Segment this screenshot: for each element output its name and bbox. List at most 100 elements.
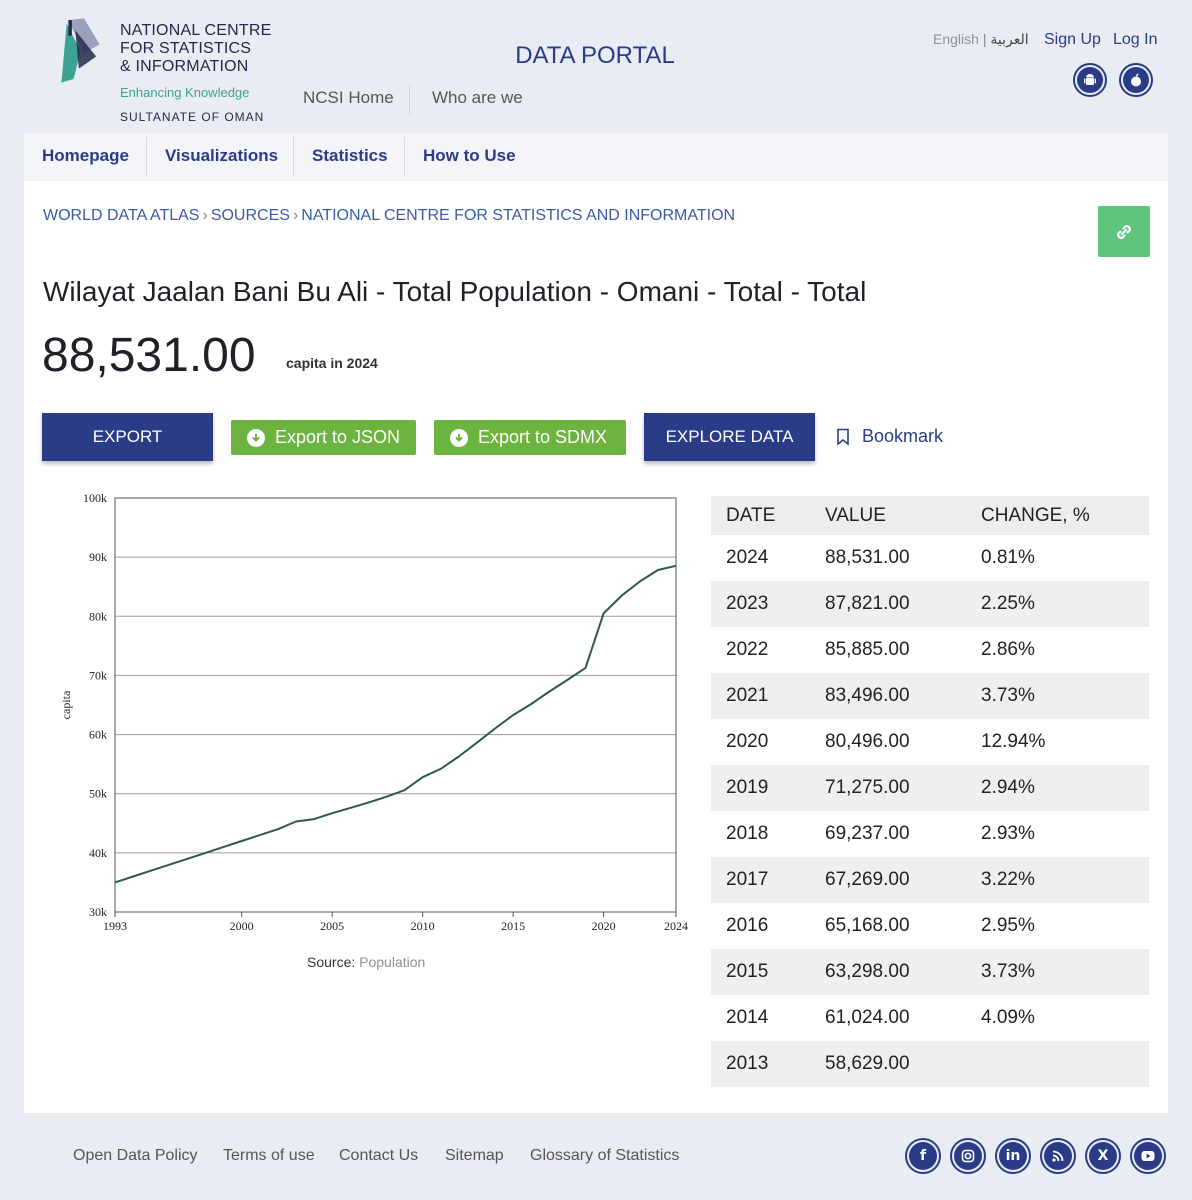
cell-change: 3.73% bbox=[966, 673, 1149, 719]
instagram-link[interactable] bbox=[950, 1138, 986, 1174]
latest-value: 88,531.00 bbox=[42, 329, 256, 382]
column-header-date: DATE bbox=[711, 496, 810, 535]
cell-date: 2022 bbox=[726, 639, 769, 660]
data-table: DATE VALUE CHANGE, % 2024 88,531.00 0.81% 2… bbox=[711, 496, 1149, 1087]
breadcrumb: WORLD DATA ATLAS › SOURCES › NATIONAL CENTRE… bbox=[43, 207, 736, 224]
x-tick-label: 1993 bbox=[103, 919, 127, 933]
source-label: Source: bbox=[307, 954, 356, 970]
rss-link[interactable] bbox=[1040, 1138, 1076, 1174]
bookmark-button[interactable]: Bookmark bbox=[835, 426, 943, 447]
table-body: 2024 88,531.00 0.81% 2023 87,821.00 2.25% 2022… bbox=[711, 535, 1149, 1087]
footer-open-data-policy[interactable]: Open Data Policy bbox=[73, 1147, 198, 1164]
x-link[interactable]: X bbox=[1085, 1138, 1121, 1174]
footer-terms-of-use[interactable]: Terms of use bbox=[223, 1147, 315, 1164]
linkedin-icon: in bbox=[999, 1142, 1027, 1170]
lang-english[interactable]: English bbox=[933, 31, 979, 47]
y-axis-title: capita bbox=[59, 690, 73, 719]
apple-icon bbox=[1123, 67, 1149, 93]
nav-who-are-we[interactable]: Who are we bbox=[432, 88, 523, 107]
portal-title: DATA PORTAL bbox=[515, 42, 675, 69]
main-nav-visualizations[interactable]: Visualizations bbox=[165, 146, 279, 165]
export-json-button[interactable]: Export to JSON bbox=[231, 420, 416, 455]
cell-change: 2.93% bbox=[981, 823, 1035, 844]
source-link[interactable]: Population bbox=[359, 954, 426, 970]
cell-change bbox=[966, 1041, 1149, 1087]
export-button[interactable]: EXPORT bbox=[42, 413, 213, 461]
footer-sitemap[interactable]: Sitemap bbox=[445, 1147, 504, 1164]
main-nav-how-to-use[interactable]: How to Use bbox=[423, 146, 516, 165]
table-row: 2021 83,496.00 3.73% bbox=[711, 673, 1149, 719]
cell-date: 2018 bbox=[726, 823, 769, 844]
cell-value: 85,885.00 bbox=[825, 639, 910, 660]
cell-date: 2024 bbox=[726, 547, 769, 568]
cell-change: 2.95% bbox=[981, 915, 1035, 936]
breadcrumb-sources[interactable]: SOURCES bbox=[210, 207, 290, 224]
cell-change: 12.94% bbox=[981, 731, 1046, 752]
cell-value: 63,298.00 bbox=[810, 949, 966, 995]
log-in-link[interactable]: Log In bbox=[1113, 31, 1158, 48]
linkedin-link[interactable]: in bbox=[995, 1138, 1031, 1174]
y-tick-label: 30k bbox=[89, 905, 107, 919]
explore-data-button[interactable]: EXPLORE DATA bbox=[644, 413, 815, 461]
x-tick-label: 2024 bbox=[664, 919, 688, 933]
table-row: 2017 67,269.00 3.22% bbox=[711, 857, 1149, 903]
cell-value: 83,496.00 bbox=[810, 673, 966, 719]
x-icon: X bbox=[1089, 1142, 1117, 1170]
copy-link-button[interactable] bbox=[1098, 206, 1150, 257]
youtube-icon bbox=[1134, 1142, 1162, 1170]
footer-glossary[interactable]: Glossary of Statistics bbox=[530, 1147, 680, 1164]
chart-source: Source: Population bbox=[307, 954, 425, 970]
sign-up-link[interactable]: Sign Up bbox=[1044, 31, 1101, 48]
rss-icon bbox=[1044, 1142, 1072, 1170]
divider bbox=[146, 137, 147, 177]
cell-date: 2016 bbox=[726, 915, 769, 936]
logo-tagline: Enhancing Knowledge bbox=[120, 85, 250, 100]
cell-value: 61,024.00 bbox=[825, 1007, 910, 1028]
column-header-change: CHANGE, % bbox=[966, 496, 1149, 535]
table-row: 2024 88,531.00 0.81% bbox=[711, 535, 1149, 581]
cell-change: 2.25% bbox=[966, 581, 1149, 627]
main-nav: Homepage Visualizations Statistics How t… bbox=[24, 133, 1168, 181]
cell-value: 88,531.00 bbox=[825, 547, 910, 568]
cell-date: 2017 bbox=[711, 857, 810, 903]
table-header-row: DATE VALUE CHANGE, % bbox=[711, 496, 1149, 535]
cell-value: 69,237.00 bbox=[825, 823, 910, 844]
cell-change: 0.81% bbox=[981, 547, 1035, 568]
footer-contact-us[interactable]: Contact Us bbox=[339, 1147, 419, 1164]
table-row: 2022 85,885.00 2.86% bbox=[711, 627, 1149, 673]
cell-value: 71,275.00 bbox=[810, 765, 966, 811]
x-tick-label: 2020 bbox=[592, 919, 616, 933]
y-tick-label: 90k bbox=[89, 550, 107, 564]
facebook-link[interactable]: f bbox=[905, 1138, 941, 1174]
main-nav-homepage[interactable]: Homepage bbox=[42, 146, 129, 165]
breadcrumb-world-data-atlas[interactable]: WORLD DATA ATLAS bbox=[43, 207, 200, 224]
y-tick-label: 100k bbox=[83, 491, 107, 505]
population-series-line bbox=[114, 564, 677, 884]
cell-date: 2019 bbox=[711, 765, 810, 811]
lang-arabic[interactable]: العربية bbox=[990, 31, 1029, 47]
export-sdmx-button[interactable]: Export to SDMX bbox=[434, 420, 626, 455]
cell-date: 2014 bbox=[726, 1007, 769, 1028]
x-tick-label: 2000 bbox=[230, 919, 254, 933]
cell-value: 80,496.00 bbox=[825, 731, 910, 752]
apple-app-button[interactable] bbox=[1119, 63, 1153, 97]
table-row: 2013 58,629.00 bbox=[711, 1041, 1149, 1087]
table-row: 2016 65,168.00 2.95% bbox=[711, 903, 1149, 949]
divider bbox=[293, 137, 294, 177]
breadcrumb-ncsi[interactable]: NATIONAL CENTRE FOR STATISTICS AND INFOR… bbox=[301, 207, 736, 224]
export-sdmx-label: Export to SDMX bbox=[478, 427, 608, 447]
youtube-link[interactable] bbox=[1130, 1138, 1166, 1174]
android-app-button[interactable] bbox=[1073, 63, 1107, 97]
table-row: 2015 63,298.00 3.73% bbox=[711, 949, 1149, 995]
cell-change: 2.94% bbox=[966, 765, 1149, 811]
ncsi-logo[interactable] bbox=[58, 14, 110, 92]
population-line-chart: 30k 40k 50k 60k 70k 80k 90k 100k 1993 2000 2005 201… bbox=[59, 491, 688, 933]
cell-value: 65,168.00 bbox=[825, 915, 910, 936]
main-nav-statistics[interactable]: Statistics bbox=[312, 146, 388, 165]
bookmark-icon bbox=[837, 428, 849, 446]
nav-ncsi-home[interactable]: NCSI Home bbox=[303, 88, 394, 107]
logo-name: NATIONAL CENTRE FOR STATISTICS & INFORMA… bbox=[120, 22, 272, 75]
logo-country: SULTANATE OF OMAN bbox=[120, 110, 265, 124]
facebook-icon: f bbox=[909, 1142, 937, 1170]
cell-date: 2023 bbox=[711, 581, 810, 627]
